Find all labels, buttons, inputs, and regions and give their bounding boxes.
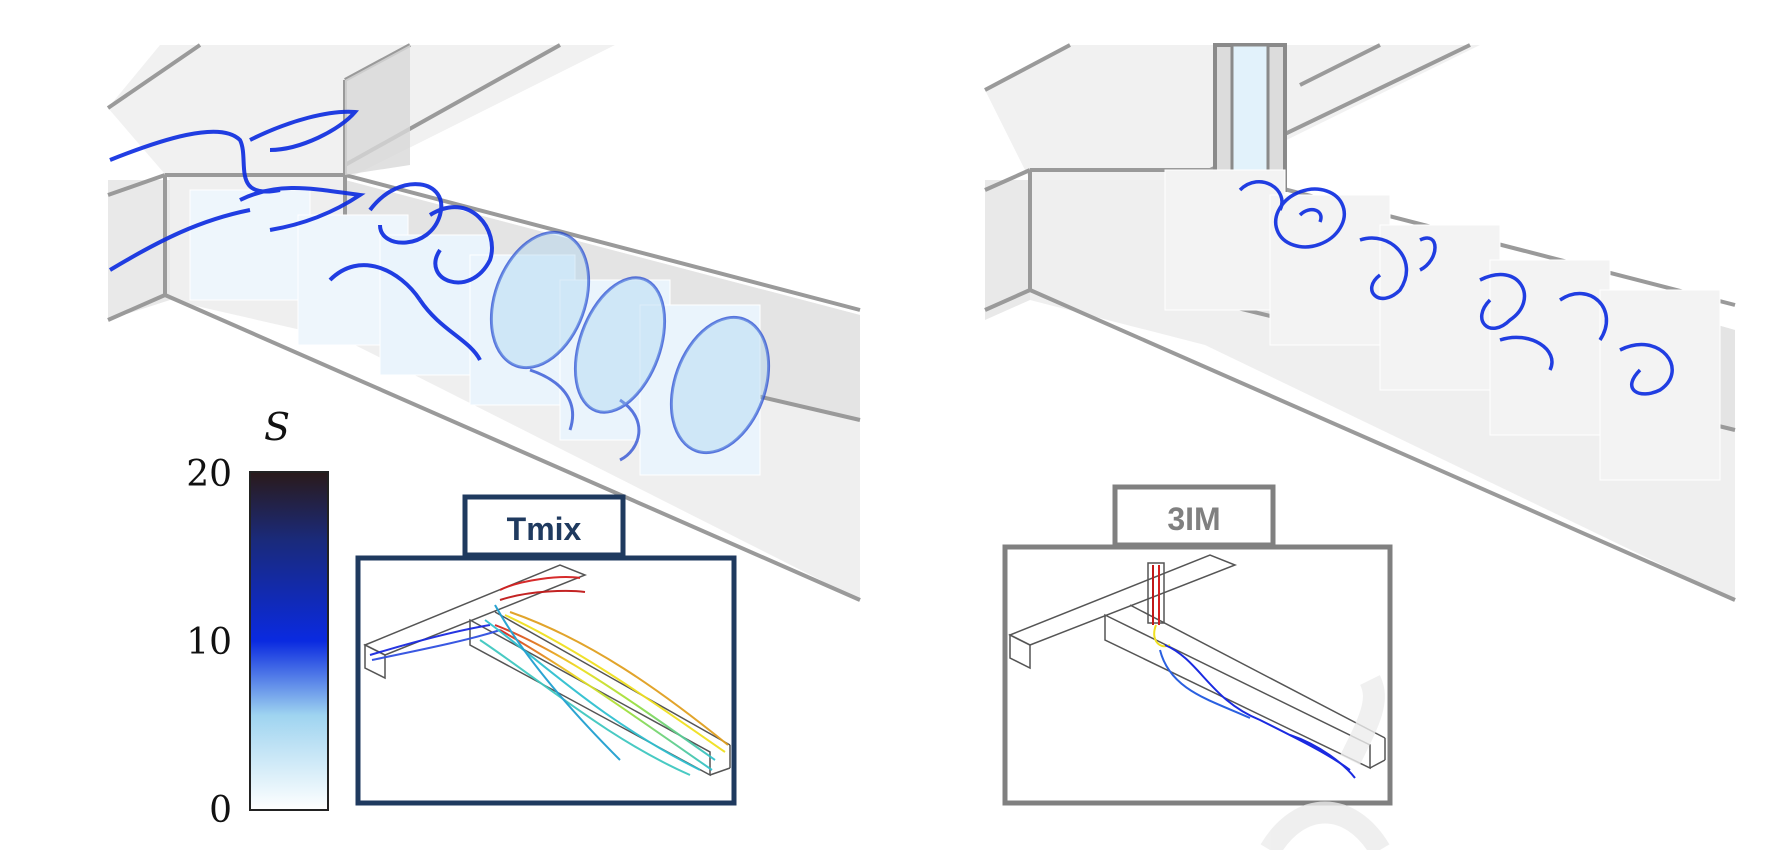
inset-3im: 3IM [1002,484,1393,806]
inset-3im-label: 3IM [1167,501,1220,537]
inset-tmix-tab [462,494,626,558]
right-swirls [1238,179,1674,396]
colorbar-gradient [249,471,329,811]
inset-tmix-label: Tmix [507,511,582,547]
colorbar-tick-mid: 10 [186,622,232,663]
right-channel [984,43,1736,602]
injection-tube [1213,43,1287,192]
left-channel [106,43,861,602]
left-swirls [108,109,494,361]
inset-3im-frame [1002,544,1393,806]
colorbar-tick-min: 0 [209,790,232,831]
inset-tmix-frame [355,555,737,806]
watermark [1260,675,1390,850]
inset-tmix: Tmix [355,494,737,806]
colorbar-tick-max: 20 [186,454,232,495]
colorbar: S 20 10 0 [186,405,329,831]
colorbar-title: S [264,405,290,449]
